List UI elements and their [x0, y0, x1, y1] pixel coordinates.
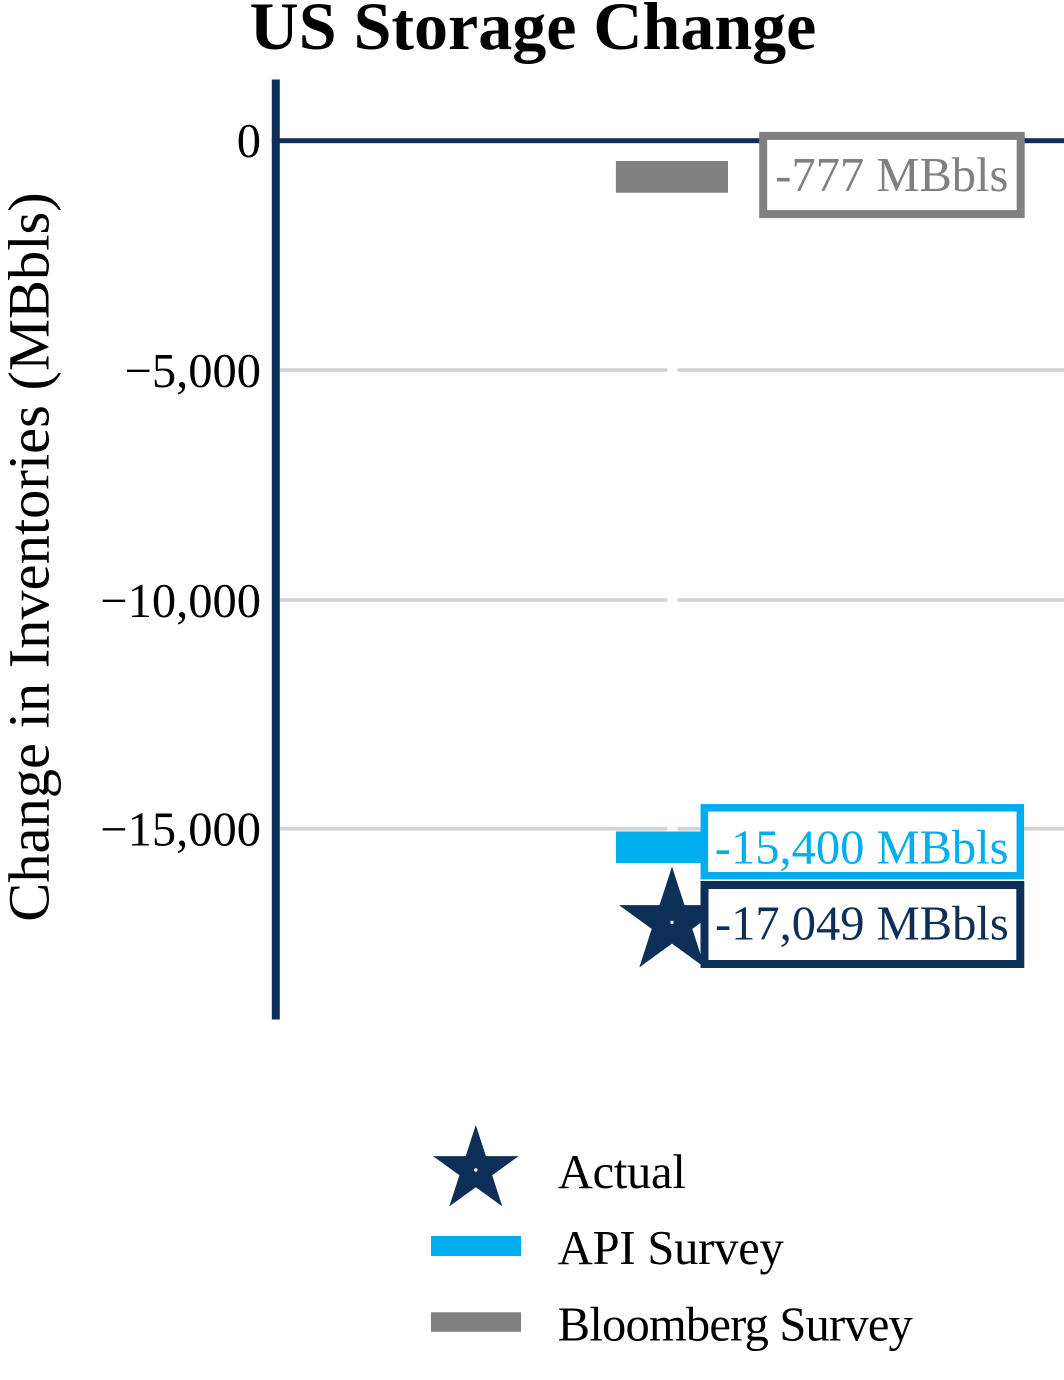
- svg-text:-777 MBbls: -777 MBbls: [775, 149, 1008, 202]
- svg-text:Bloomberg Survey: Bloomberg Survey: [558, 1298, 914, 1351]
- svg-text:−15,000: −15,000: [100, 804, 261, 857]
- svg-text:Actual: Actual: [558, 1146, 686, 1199]
- svg-text:−5,000: −5,000: [125, 345, 261, 398]
- svg-text:API Survey: API Survey: [558, 1222, 785, 1275]
- svg-text:Change in Inventories (MBbls): Change in Inventories (MBbls): [0, 192, 62, 922]
- svg-text:-15,400 MBbls: -15,400 MBbls: [715, 821, 1009, 874]
- svg-text:−10,000: −10,000: [100, 575, 261, 628]
- svg-text:0: 0: [237, 115, 261, 168]
- svg-text:-17,049 MBbls: -17,049 MBbls: [715, 898, 1009, 951]
- svg-text:US Storage Change: US Storage Change: [250, 0, 817, 64]
